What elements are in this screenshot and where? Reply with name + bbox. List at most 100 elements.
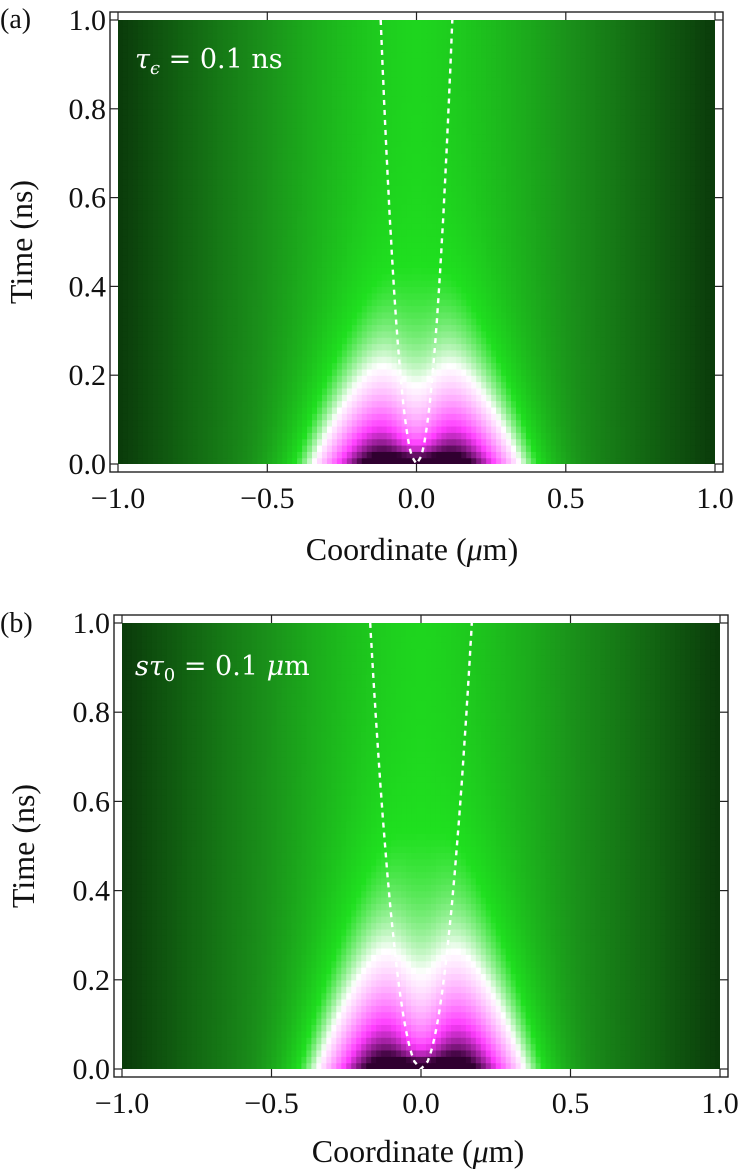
heatmap-cell xyxy=(446,203,452,211)
heatmap-cell xyxy=(685,324,691,332)
heatmap-cell xyxy=(321,337,328,345)
heatmap-cell xyxy=(560,337,567,345)
heatmap-cell xyxy=(127,267,134,275)
heatmap-cell xyxy=(262,254,268,262)
heatmap-cell xyxy=(321,261,328,268)
heatmap-cell xyxy=(685,337,691,345)
heatmap-cell xyxy=(645,292,651,300)
heatmap-cell xyxy=(341,425,348,433)
heatmap-cell xyxy=(461,318,467,326)
heatmap-cell xyxy=(277,318,283,326)
heatmap-cell xyxy=(267,305,273,313)
heatmap-cell xyxy=(476,216,482,224)
heatmap-cell xyxy=(257,273,263,281)
heatmap-cell xyxy=(416,425,423,433)
heatmap-cell xyxy=(555,381,562,389)
heatmap-cell xyxy=(575,343,582,351)
heatmap-cell xyxy=(446,362,452,370)
heatmap-cell xyxy=(312,451,318,459)
heatmap-cell xyxy=(152,349,159,357)
heatmap-cell xyxy=(530,387,537,395)
heatmap-cell xyxy=(222,330,229,338)
heatmap-cell xyxy=(232,394,238,402)
heatmap-cell xyxy=(331,438,338,446)
heatmap-cell xyxy=(496,438,502,446)
heatmap-cell xyxy=(630,451,636,459)
heatmap-cell xyxy=(137,216,144,224)
heatmap-cell xyxy=(640,222,646,230)
heatmap-cell xyxy=(336,387,343,395)
heatmap-cell xyxy=(217,394,224,402)
heatmap-cell xyxy=(341,438,348,446)
heatmap-cell xyxy=(700,368,706,376)
heatmap-cell xyxy=(331,330,338,338)
heatmap-cell xyxy=(451,267,457,275)
heatmap-cell xyxy=(540,419,547,427)
heatmap-cell xyxy=(630,280,636,287)
heatmap-cell xyxy=(386,305,393,313)
heatmap-cell xyxy=(137,419,144,427)
heatmap-cell xyxy=(292,425,298,433)
heatmap-cell xyxy=(386,394,393,402)
heatmap-cell xyxy=(520,280,527,287)
heatmap-cell xyxy=(381,432,388,440)
heatmap-cell xyxy=(227,203,234,211)
heatmap-cell xyxy=(321,254,328,262)
heatmap-cell xyxy=(287,381,293,389)
heatmap-cell xyxy=(366,273,373,281)
heatmap-cell xyxy=(282,261,288,268)
heatmap-cell xyxy=(257,267,263,275)
heatmap-cell xyxy=(431,444,437,452)
heatmap-cell xyxy=(685,349,691,357)
heatmap-cell xyxy=(436,387,442,395)
heatmap-cell xyxy=(381,362,388,370)
heatmap-cell xyxy=(157,267,164,275)
heatmap-cell xyxy=(565,381,572,389)
heatmap-cell xyxy=(282,349,288,357)
heatmap-cell xyxy=(481,311,487,319)
heatmap-cell xyxy=(550,394,557,402)
heatmap-cell xyxy=(366,368,373,376)
heatmap-cell xyxy=(625,444,632,452)
heatmap-cell xyxy=(317,242,323,249)
heatmap-cell xyxy=(321,444,328,452)
heatmap-cell xyxy=(307,242,313,249)
heatmap-cell xyxy=(525,292,532,300)
heatmap-cell xyxy=(441,292,447,300)
heatmap-cell xyxy=(317,273,323,281)
heatmap-cell xyxy=(605,362,612,370)
heatmap-cell xyxy=(660,337,666,345)
heatmap-cell xyxy=(162,438,169,446)
heatmap-cell xyxy=(336,197,343,205)
heatmap-cell xyxy=(282,242,288,249)
heatmap-cell xyxy=(391,356,398,364)
heatmap-cell xyxy=(545,242,552,249)
heatmap-cell xyxy=(127,254,134,262)
heatmap-cell xyxy=(540,400,547,408)
heatmap-cell xyxy=(272,242,278,249)
heatmap-cell xyxy=(297,292,303,300)
heatmap-cell xyxy=(625,216,632,224)
heatmap-cell xyxy=(242,222,248,230)
heatmap-cell xyxy=(535,400,542,408)
heatmap-cell xyxy=(127,222,134,230)
heatmap-cell xyxy=(242,248,248,256)
heatmap-cell xyxy=(575,203,582,211)
heatmap-cell xyxy=(391,292,398,300)
heatmap-cell xyxy=(207,425,214,433)
heatmap-cell xyxy=(625,267,632,275)
heatmap-cell xyxy=(391,425,398,433)
heatmap-cell xyxy=(655,292,661,300)
heatmap-cell xyxy=(431,254,437,262)
heatmap-cell xyxy=(535,387,542,395)
heatmap-cell xyxy=(585,451,592,459)
heatmap-cell xyxy=(142,222,149,230)
heatmap-cell xyxy=(351,292,358,300)
heatmap-cell xyxy=(520,254,527,262)
heatmap-cell xyxy=(650,210,656,218)
heatmap-cell xyxy=(645,432,651,440)
heatmap-cell xyxy=(297,318,303,326)
heatmap-cell xyxy=(406,222,413,230)
heatmap-cell xyxy=(670,451,676,459)
heatmap-cell xyxy=(431,216,437,224)
